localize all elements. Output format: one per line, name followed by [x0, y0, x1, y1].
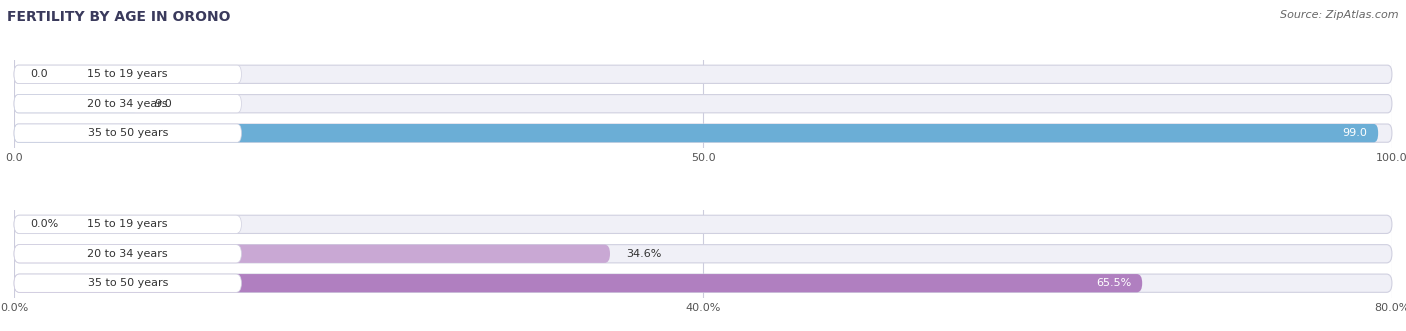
FancyBboxPatch shape	[14, 65, 242, 83]
FancyBboxPatch shape	[14, 124, 1392, 142]
Text: 15 to 19 years: 15 to 19 years	[87, 219, 167, 229]
Text: 0.0: 0.0	[31, 69, 48, 79]
Text: FERTILITY BY AGE IN ORONO: FERTILITY BY AGE IN ORONO	[7, 10, 231, 24]
Text: 0.0%: 0.0%	[31, 219, 59, 229]
FancyBboxPatch shape	[14, 95, 242, 113]
FancyBboxPatch shape	[14, 245, 242, 263]
FancyBboxPatch shape	[14, 215, 242, 233]
FancyBboxPatch shape	[14, 215, 1392, 233]
FancyBboxPatch shape	[14, 95, 138, 113]
FancyBboxPatch shape	[14, 245, 610, 263]
Text: 35 to 50 years: 35 to 50 years	[87, 128, 167, 138]
Text: 20 to 34 years: 20 to 34 years	[87, 99, 169, 109]
Text: Source: ZipAtlas.com: Source: ZipAtlas.com	[1281, 10, 1399, 20]
Text: 20 to 34 years: 20 to 34 years	[87, 249, 169, 259]
FancyBboxPatch shape	[14, 65, 1392, 83]
FancyBboxPatch shape	[14, 95, 1392, 113]
FancyBboxPatch shape	[14, 274, 1142, 292]
Text: 35 to 50 years: 35 to 50 years	[87, 278, 167, 288]
Text: 65.5%: 65.5%	[1095, 278, 1132, 288]
FancyBboxPatch shape	[14, 124, 1378, 142]
Text: 34.6%: 34.6%	[627, 249, 662, 259]
FancyBboxPatch shape	[14, 274, 1392, 292]
FancyBboxPatch shape	[14, 274, 242, 292]
FancyBboxPatch shape	[14, 245, 1392, 263]
Text: 15 to 19 years: 15 to 19 years	[87, 69, 167, 79]
Text: 99.0: 99.0	[1343, 128, 1367, 138]
Text: 9.0: 9.0	[155, 99, 173, 109]
FancyBboxPatch shape	[14, 124, 242, 142]
